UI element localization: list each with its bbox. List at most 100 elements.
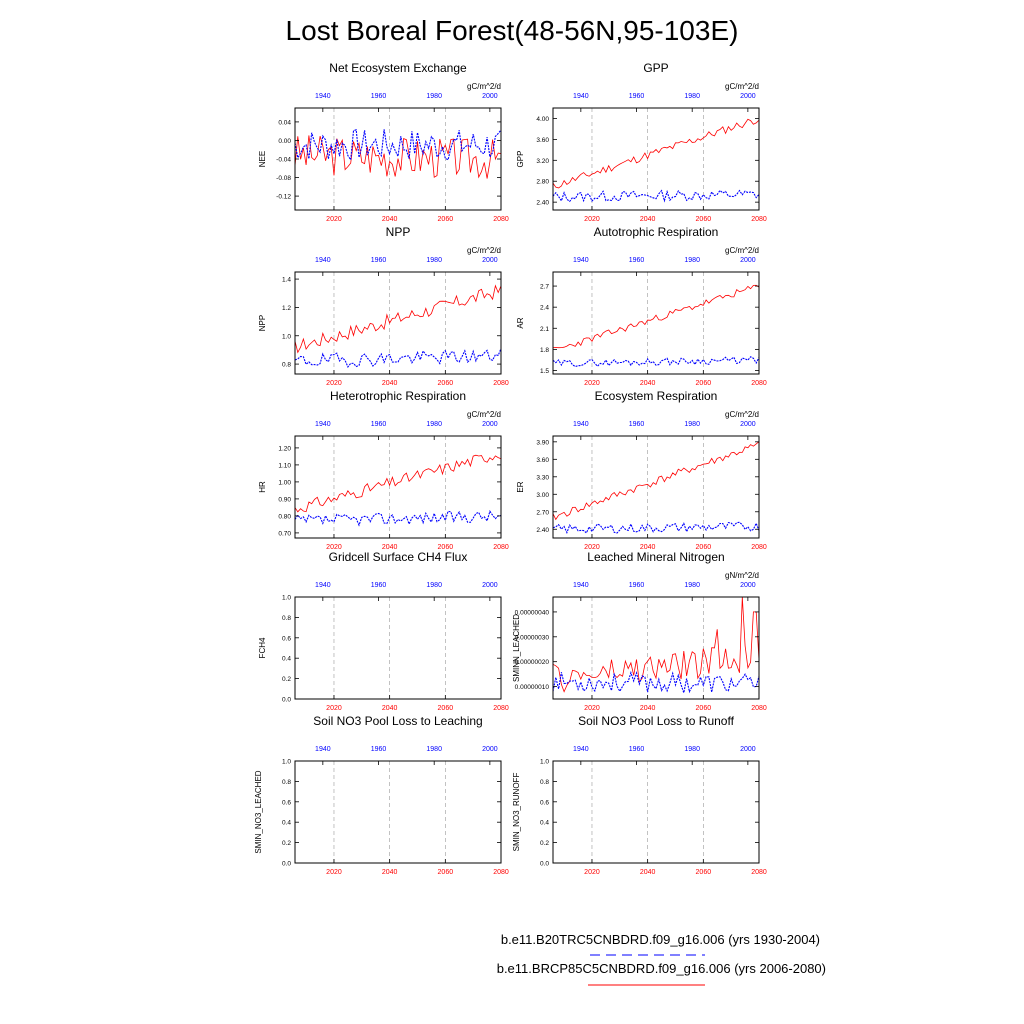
figure-title: Lost Boreal Forest(48-56N,95-103E) xyxy=(286,15,739,46)
y-axis-label: GPP xyxy=(516,151,525,168)
y-tick-label: 1.20 xyxy=(278,445,291,452)
panel-title: GPP xyxy=(643,61,668,75)
plot-frame xyxy=(552,271,760,375)
y-tick-label: 1.5 xyxy=(540,368,549,375)
y-tick-label: 0.00 xyxy=(278,138,291,145)
y-tick-label: 2.80 xyxy=(536,179,549,186)
x-tick-label-top: 1960 xyxy=(371,93,387,100)
x-tick-label-top: 1940 xyxy=(315,93,331,100)
x-tick-label-top: 1980 xyxy=(426,582,442,589)
x-tick-label-top: 2000 xyxy=(482,421,498,428)
y-axis-label: SMIN_NO3_LEACHED xyxy=(254,770,263,853)
x-tick-label-bottom: 2020 xyxy=(584,216,600,223)
x-tick-label-bottom: 2080 xyxy=(493,544,509,551)
y-tick-label: -0.08 xyxy=(276,175,291,182)
y-tick-label: 0.04 xyxy=(278,119,291,126)
plot-frame xyxy=(552,107,760,211)
x-tick-label-bottom: 2020 xyxy=(584,705,600,712)
plot-frame xyxy=(294,271,502,375)
units-label: gC/m^2/d xyxy=(725,82,759,91)
units-label: gN/m^2/d xyxy=(725,571,759,580)
x-tick-label-top: 1980 xyxy=(684,93,700,100)
y-tick-label: 1.4 xyxy=(282,277,291,284)
panel-grid: Net Ecosystem ExchangegC/m^2/dNEE0.040.0… xyxy=(254,61,767,876)
x-tick-label-bottom: 2060 xyxy=(696,544,712,551)
y-axis-label: NPP xyxy=(258,315,267,331)
y-axis-label: ER xyxy=(516,481,525,492)
x-tick-label-bottom: 2060 xyxy=(696,216,712,223)
x-tick-label-top: 1960 xyxy=(629,746,645,753)
series-rcp85 xyxy=(294,135,502,179)
x-tick-label-top: 1960 xyxy=(371,421,387,428)
panel-title: Heterotrophic Respiration xyxy=(330,389,466,403)
x-tick-label-top: 1980 xyxy=(426,421,442,428)
y-tick-label: 2.7 xyxy=(540,284,549,291)
panel-title: Soil NO3 Pool Loss to Leaching xyxy=(313,714,482,728)
x-tick-label-bottom: 2060 xyxy=(696,705,712,712)
y-tick-label: 0.8 xyxy=(540,779,549,786)
x-tick-label-top: 1980 xyxy=(684,746,700,753)
y-tick-label: 0.00000030 xyxy=(515,634,550,641)
x-tick-label-top: 1980 xyxy=(426,93,442,100)
legend-hist-label: b.e11.B20TRC5CNBDRD.f09_g16.006 (yrs 193… xyxy=(501,932,820,947)
plot-frame xyxy=(552,760,760,864)
y-axis-label: SMINN_LEACHED xyxy=(512,614,521,682)
x-tick-label-top: 1980 xyxy=(426,746,442,753)
series-rcp85 xyxy=(552,284,760,349)
y-tick-label: 1.0 xyxy=(282,333,291,340)
plot-frame xyxy=(294,596,502,700)
x-tick-label-bottom: 2060 xyxy=(696,869,712,876)
y-tick-label: 2.4 xyxy=(540,305,549,312)
y-tick-label: 3.20 xyxy=(536,158,549,165)
panel-title: Autotrophic Respiration xyxy=(594,225,719,239)
x-tick-label-bottom: 2080 xyxy=(751,705,767,712)
panel-fch4: Gridcell Surface CH4 Flux FCH4 1.0 0.8 0.6 0.… xyxy=(258,550,509,712)
panel-smin_no3_leached: Soil NO3 Pool Loss to Leaching SMIN_NO3_L… xyxy=(254,714,509,876)
x-tick-label-bottom: 2040 xyxy=(382,869,398,876)
y-tick-label: 3.90 xyxy=(536,439,549,446)
y-tick-label: 3.30 xyxy=(536,474,549,481)
x-tick-label-top: 1980 xyxy=(684,421,700,428)
panel-title: Ecosystem Respiration xyxy=(595,389,718,403)
x-tick-label-bottom: 2040 xyxy=(640,705,656,712)
y-tick-label: 4.00 xyxy=(536,116,549,123)
panel-title: Leached Mineral Nitrogen xyxy=(587,550,724,564)
legend-rcp-label: b.e11.BRCP85C5CNBDRD.f09_g16.006 (yrs 20… xyxy=(497,961,826,976)
x-tick-label-bottom: 2040 xyxy=(382,380,398,387)
x-tick-label-bottom: 2020 xyxy=(326,380,342,387)
y-tick-label: 2.40 xyxy=(536,200,549,207)
x-tick-label-bottom: 2080 xyxy=(751,216,767,223)
x-tick-label-bottom: 2020 xyxy=(584,380,600,387)
y-axis-label: HR xyxy=(258,481,267,493)
y-tick-label: 1.2 xyxy=(282,305,291,312)
y-axis-label: FCH4 xyxy=(258,637,267,658)
legend: b.e11.B20TRC5CNBDRD.f09_g16.006 (yrs 193… xyxy=(497,932,826,986)
y-tick-label: 0.8 xyxy=(282,362,291,369)
y-tick-label: 3.60 xyxy=(536,457,549,464)
x-tick-label-bottom: 2080 xyxy=(751,380,767,387)
y-tick-label: 0.00000020 xyxy=(515,659,550,666)
x-tick-label-bottom: 2060 xyxy=(438,869,454,876)
y-tick-label: -0.12 xyxy=(276,194,291,201)
y-tick-label: 0.2 xyxy=(282,676,291,683)
series-rcp85 xyxy=(552,596,760,693)
series-historical xyxy=(294,348,502,368)
y-tick-label: 0.4 xyxy=(282,820,291,827)
y-tick-label: 0.6 xyxy=(282,635,291,642)
x-tick-label-bottom: 2060 xyxy=(438,705,454,712)
panel-title: Gridcell Surface CH4 Flux xyxy=(329,550,468,564)
x-tick-label-top: 1940 xyxy=(315,746,331,753)
y-tick-label: 0.90 xyxy=(278,496,291,503)
x-tick-label-bottom: 2080 xyxy=(751,544,767,551)
x-tick-label-top: 2000 xyxy=(740,421,756,428)
plot-frame xyxy=(552,435,760,539)
x-tick-label-top: 2000 xyxy=(740,257,756,264)
x-tick-label-top: 1980 xyxy=(684,582,700,589)
x-tick-label-top: 1940 xyxy=(573,93,589,100)
x-tick-label-top: 1960 xyxy=(629,421,645,428)
panel-er: Ecosystem Respiration gC/m^2/d ER 3.90 3.60 3… xyxy=(516,389,767,551)
x-tick-label-top: 1940 xyxy=(573,746,589,753)
y-tick-label: 0.4 xyxy=(540,820,549,827)
plot-frame xyxy=(294,760,502,864)
